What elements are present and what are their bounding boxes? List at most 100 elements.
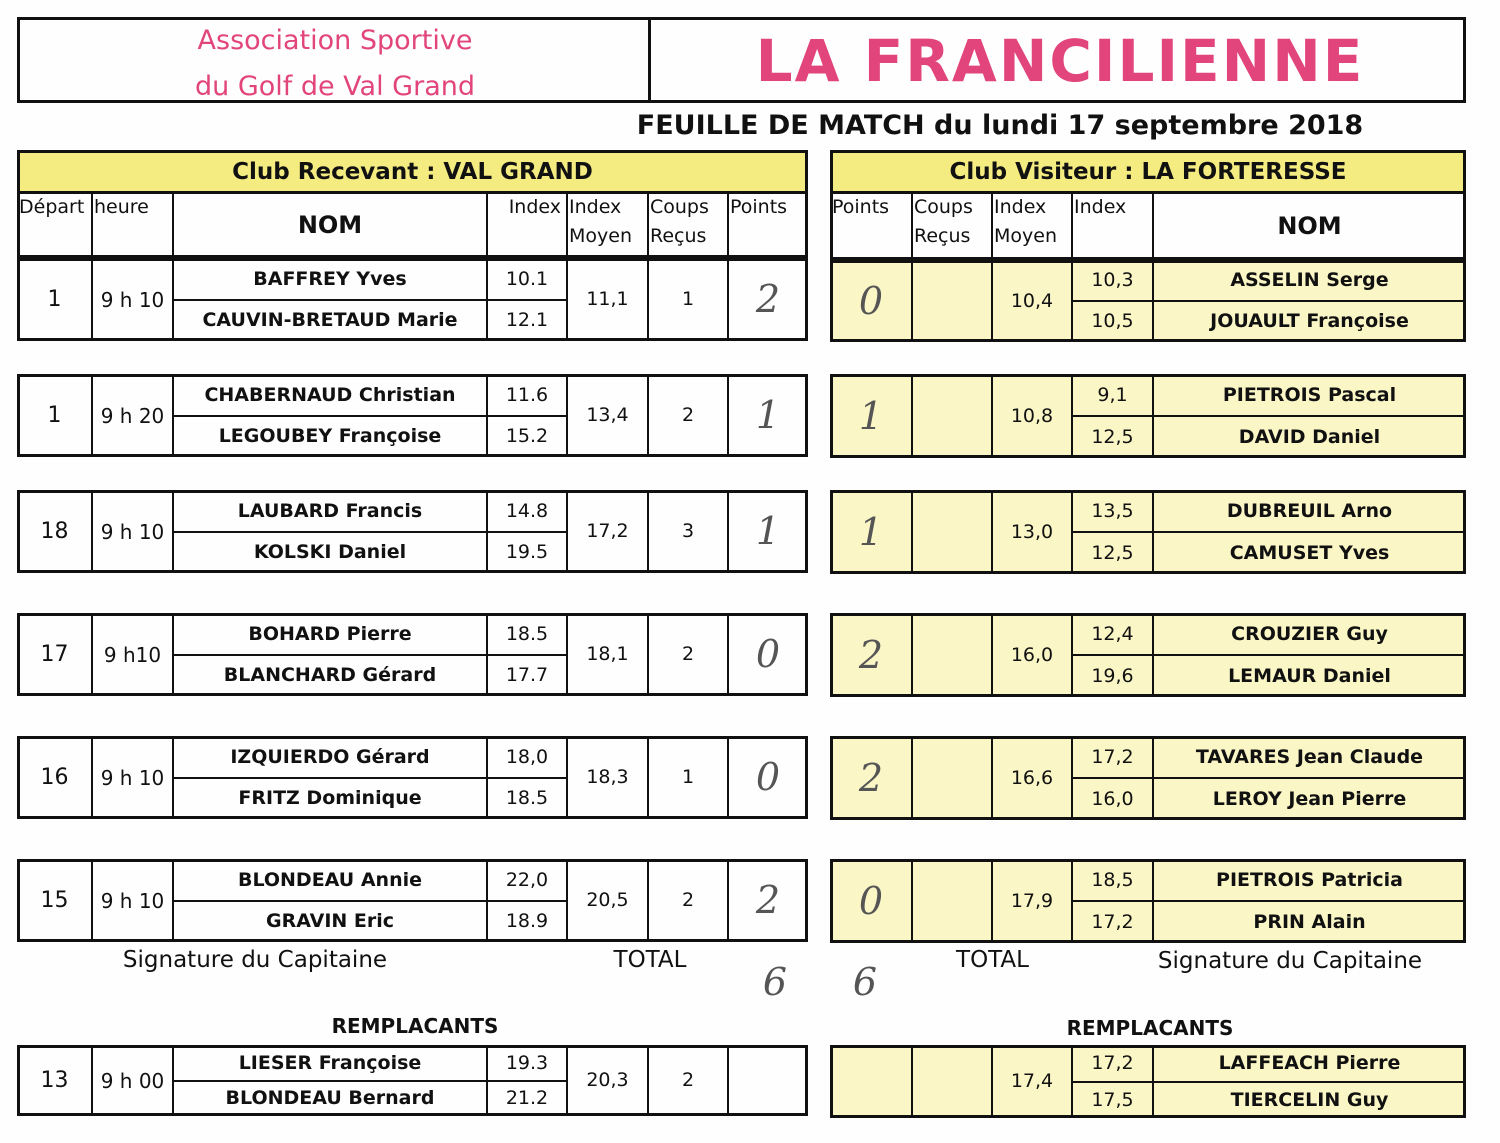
- cell-divider: [991, 260, 993, 342]
- coups-recus: 2: [681, 1069, 695, 1092]
- cell-divider: [91, 374, 93, 457]
- match-group: [17, 613, 808, 696]
- cell-divider: [727, 1045, 729, 1116]
- row-divider: [173, 530, 567, 533]
- cell-divider: [727, 736, 729, 819]
- index-moyen: 20,3: [586, 1069, 629, 1092]
- column-divider: [486, 191, 488, 258]
- row-divider: [1072, 300, 1466, 302]
- player-index: 19.3: [505, 1051, 549, 1074]
- player-name: LEMAUR Daniel: [1228, 664, 1391, 687]
- signature-label: Signature du Capitaine: [1157, 947, 1423, 974]
- column-divider: [172, 191, 174, 258]
- player-name: LAFFEACH Pierre: [1218, 1052, 1401, 1074]
- column-divider: [91, 191, 93, 258]
- column-divider: [647, 191, 649, 258]
- player-name: BLONDEAU Bernard: [225, 1087, 435, 1109]
- row-divider: [173, 298, 567, 301]
- player-index: 15.2: [505, 425, 549, 447]
- cell-divider: [647, 613, 649, 696]
- cell-divider: [647, 258, 649, 341]
- cell-divider: [647, 374, 649, 457]
- cell-divider: [647, 859, 649, 942]
- cell-divider: [566, 374, 568, 457]
- player-name: BOHARD Pierre: [248, 622, 412, 645]
- row-divider: [1072, 415, 1466, 417]
- match-group: [17, 490, 808, 573]
- heure: 9 h 20: [100, 403, 165, 428]
- cell-divider: [911, 1045, 913, 1118]
- cell-divider: [566, 258, 568, 341]
- player-name: FRITZ Dominique: [238, 787, 422, 809]
- heure: 9 h 00: [100, 1068, 165, 1093]
- replacements-title: REMPLACANTS: [1066, 1016, 1234, 1040]
- row-divider: [173, 899, 567, 902]
- header-box: [17, 17, 1466, 103]
- player-name: PRIN Alain: [1253, 910, 1366, 933]
- depart: 1: [47, 403, 62, 428]
- cell-divider: [727, 490, 729, 573]
- player-index: 17,2: [1091, 910, 1134, 933]
- player-name: KOLSKI Daniel: [253, 541, 407, 563]
- cell-divider: [991, 374, 993, 458]
- player-index: 16,0: [1091, 787, 1134, 810]
- player-index: 12.1: [505, 309, 549, 331]
- cell-divider: [911, 490, 913, 574]
- cell-divider: [91, 258, 93, 341]
- total-label: TOTAL: [613, 946, 687, 973]
- sheet-title: LA FRANCILIENNE: [755, 26, 1365, 95]
- match-group: [17, 859, 808, 942]
- cell-divider: [727, 859, 729, 942]
- player-name: JOUAULT Françoise: [1210, 310, 1409, 333]
- player-index: 12,5: [1091, 541, 1134, 564]
- heure: 9 h 10: [100, 519, 165, 544]
- match-group: [17, 1045, 808, 1116]
- association-name: du Golf de Val Grand: [194, 70, 476, 102]
- player-index: 17,5: [1091, 1088, 1134, 1111]
- cell-divider: [991, 859, 993, 943]
- index-moyen: 10,8: [1010, 404, 1054, 427]
- cell-divider: [647, 490, 649, 573]
- total: 6: [852, 960, 878, 1004]
- cell-divider: [911, 260, 913, 342]
- index-moyen: 13,4: [586, 404, 629, 427]
- column-header: Index: [508, 196, 561, 218]
- cell-divider: [911, 736, 913, 820]
- cell-divider: [727, 613, 729, 696]
- player-name: LEGOUBEY Françoise: [218, 425, 442, 447]
- points: 0: [755, 755, 781, 799]
- match-group: [17, 736, 808, 819]
- player-index: 18.5: [505, 787, 549, 809]
- player-index: 18,5: [1091, 868, 1134, 891]
- cell-divider: [566, 859, 568, 942]
- index-moyen: 17,4: [1010, 1070, 1054, 1093]
- column-divider: [727, 191, 729, 258]
- club-title: Club Visiteur : LA FORTERESSE: [949, 158, 1347, 185]
- row-divider: [1072, 654, 1466, 656]
- index-moyen: 18,3: [586, 766, 629, 789]
- column-divider: [911, 191, 913, 260]
- points: 0: [755, 632, 781, 676]
- heure: 9 h 10: [100, 287, 165, 312]
- cell-divider: [911, 374, 913, 458]
- cell-divider: [991, 613, 993, 697]
- coups-recus: 2: [681, 404, 695, 427]
- row-divider: [173, 653, 567, 656]
- cell-divider: [566, 490, 568, 573]
- header-row: [17, 191, 808, 258]
- player-index: 12,5: [1091, 425, 1134, 448]
- cell-divider: [991, 490, 993, 574]
- player-name: PIETROIS Pascal: [1222, 383, 1397, 406]
- cell-divider: [91, 490, 93, 573]
- player-index: 12,4: [1091, 622, 1134, 645]
- player-name: GRAVIN Eric: [265, 910, 395, 932]
- player-name: IZQUIERDO Gérard: [230, 745, 430, 768]
- player-name: LIESER Françoise: [238, 1051, 422, 1074]
- header-row: [830, 191, 1466, 260]
- player-name: BLANCHARD Gérard: [223, 664, 437, 686]
- row-divider: [1072, 1080, 1466, 1083]
- player-index: 9,1: [1097, 383, 1128, 406]
- points: 0: [858, 878, 884, 923]
- index-moyen: 17,2: [586, 520, 629, 543]
- player-index: 19.5: [505, 541, 549, 563]
